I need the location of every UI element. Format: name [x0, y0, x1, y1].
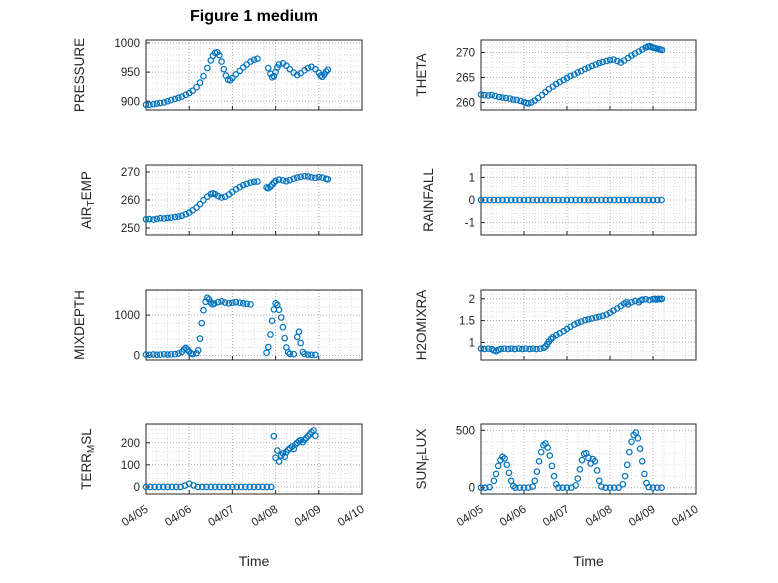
scatter-series-terr-msl	[142, 427, 319, 491]
y-tick-label: 0	[134, 351, 140, 363]
y-tick-label: 0	[469, 195, 475, 207]
ticks: 0 1000	[114, 310, 363, 363]
x-tick-label: 04/05	[120, 503, 151, 529]
y-axis-label-pressure: PRESSURE	[72, 38, 87, 112]
scatter-series-rainfall	[477, 196, 665, 204]
y-tick-label: 0	[134, 482, 140, 494]
xlabel-time-right: Time	[573, 553, 604, 569]
y-axis-label-rainfall: RAINFALL	[421, 168, 436, 232]
y-tick-label: 270	[456, 48, 475, 60]
axes-box	[480, 39, 697, 111]
x-tick-label: 04/07	[206, 503, 237, 529]
x-tick-label: 04/09	[293, 503, 324, 529]
y-tick-label: 950	[121, 67, 140, 79]
x-tick-label: 04/06	[163, 503, 194, 529]
xlabel-time-left: Time	[238, 553, 270, 569]
axes-box	[145, 39, 363, 111]
axes-box	[145, 289, 363, 361]
scatter-series-air-temp	[142, 172, 332, 223]
subplot-terr-msl: 04/05 04/06 04/07 04/08 04/09 04/10 0 100 200 TER…	[79, 423, 367, 529]
axes-box	[480, 289, 697, 361]
x-tick-label: 04/08	[584, 503, 615, 529]
x-tick-label: 04/05	[455, 503, 486, 529]
y-axis-label-mixdepth: MIXDEPTH	[72, 290, 87, 360]
y-axis-label-h2omixra: H2OMIXRA	[414, 290, 429, 361]
scatter-series-h2omixra	[477, 295, 666, 355]
x-tick-label: 04/06	[498, 503, 529, 529]
figure-title: Figure 1 medium	[189, 8, 319, 25]
x-tick-label: 04/09	[627, 503, 658, 529]
major-grid	[145, 290, 363, 360]
y-tick-label: 100	[121, 460, 140, 472]
x-tick-label: 04/10	[670, 503, 701, 529]
ticks: 900 950 1000	[114, 38, 363, 110]
y-axis-label-sun-flux: SUNFLUX	[414, 429, 432, 490]
y-tick-label: 0	[469, 483, 475, 495]
y-tick-label: 500	[456, 425, 475, 437]
y-axis-label-terr-msl: TERRMSL	[79, 428, 97, 490]
y-tick-label: 265	[456, 73, 475, 85]
ticks: 260 265 270	[456, 48, 697, 110]
y-axis-label-air-temp: AIRTEMP	[79, 171, 97, 229]
y-tick-label: 250	[121, 223, 140, 235]
subplot-theta: 260 265 270 THETA	[414, 39, 697, 111]
y-tick-label: 1	[469, 172, 475, 184]
subplot-pressure: 900 950 1000 PRESSURE	[72, 38, 363, 112]
ticks: 250 260 270	[121, 167, 363, 235]
y-tick-label: 260	[121, 195, 140, 207]
y-tick-label: 260	[456, 98, 475, 110]
scatter-series-theta	[477, 42, 666, 107]
subplot-air-temp: 250 260 270 AIRTEMP	[79, 164, 363, 236]
major-grid	[145, 165, 363, 235]
y-tick-label: -1	[465, 218, 475, 230]
axes-box	[480, 423, 697, 495]
y-tick-label: 270	[121, 167, 140, 179]
y-tick-label: 2	[469, 294, 475, 306]
axes-box	[145, 423, 363, 495]
scatter-series-pressure	[142, 48, 332, 109]
y-axis-label-theta: THETA	[414, 53, 429, 96]
y-tick-label: 1000	[114, 310, 140, 322]
subplot-rainfall: -1 0 1 RAINFALL	[421, 164, 697, 236]
x-tick-label: 04/10	[336, 503, 367, 529]
y-tick-label: 1000	[114, 38, 140, 50]
x-tick-label: 04/08	[250, 503, 281, 529]
y-tick-label: 1.5	[459, 316, 475, 328]
ticks: 11.52	[459, 294, 697, 360]
scatter-series-mixdepth	[142, 294, 319, 359]
subplot-mixdepth: 0 1000 MIXDEPTH	[72, 289, 363, 363]
y-tick-label: 200	[121, 438, 140, 450]
y-tick-label: 900	[121, 96, 140, 108]
x-tick-label: 04/07	[541, 503, 572, 529]
scatter-series-sun-flux	[477, 429, 665, 491]
y-tick-label: 1	[469, 338, 475, 350]
subplot-sun-flux: 04/05 04/06 04/07 04/08 04/09 04/10 0 500 SUNFLU…	[414, 423, 701, 529]
